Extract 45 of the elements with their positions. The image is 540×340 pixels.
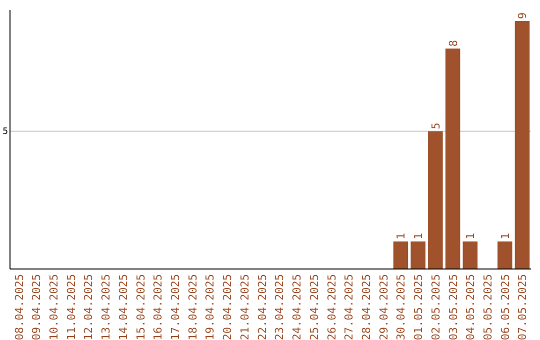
x-tick-label: 11.04.2025 bbox=[64, 274, 78, 340]
data-label: 5 bbox=[429, 122, 442, 130]
x-tick-label: 29.04.2025 bbox=[377, 274, 390, 340]
x-tick-label: 22.04.2025 bbox=[256, 274, 269, 340]
x-tick-label: 01.05.2025 bbox=[412, 274, 426, 340]
x-tick-label: 16.04.2025 bbox=[152, 274, 165, 340]
bar bbox=[445, 48, 460, 269]
x-tick-label: 28.04.2025 bbox=[360, 274, 373, 340]
x-tick-label: 06.05.2025 bbox=[498, 274, 512, 340]
x-tick-label: 12.04.2025 bbox=[82, 274, 96, 340]
x-tick-label: 02.05.2025 bbox=[429, 274, 442, 340]
data-label: 1 bbox=[464, 232, 478, 240]
data-label: 9 bbox=[516, 12, 530, 20]
data-label: 1 bbox=[394, 232, 408, 240]
x-tick-label: 25.04.2025 bbox=[308, 274, 321, 340]
x-tick-label: 20.04.2025 bbox=[221, 274, 234, 340]
x-tick-label: 14.04.2025 bbox=[116, 274, 130, 340]
x-tick-label: 10.04.2025 bbox=[47, 274, 60, 340]
x-tick-label: 07.05.2025 bbox=[516, 274, 530, 340]
x-tick-label: 26.04.2025 bbox=[325, 274, 338, 340]
data-label: 1 bbox=[412, 232, 426, 240]
bar bbox=[393, 241, 408, 269]
x-tick-label: 24.04.2025 bbox=[290, 274, 304, 340]
x-tick-label: 05.05.2025 bbox=[482, 274, 495, 340]
x-tick-label: 13.04.2025 bbox=[100, 274, 113, 340]
x-tick-label: 08.04.2025 bbox=[12, 274, 26, 340]
x-tick-label: 09.04.2025 bbox=[30, 274, 44, 340]
x-tick-label: 23.04.2025 bbox=[273, 274, 286, 340]
x-tick-label: 15.04.2025 bbox=[134, 274, 148, 340]
x-tick-label: 04.05.2025 bbox=[464, 274, 478, 340]
x-tick-label: 30.04.2025 bbox=[394, 274, 408, 340]
bar bbox=[428, 131, 443, 269]
x-tick-label: 27.04.2025 bbox=[342, 274, 356, 340]
bar bbox=[514, 21, 530, 269]
x-tick-label: 21.04.2025 bbox=[238, 274, 252, 340]
data-label: 8 bbox=[446, 40, 460, 47]
x-tick-label: 03.05.2025 bbox=[446, 274, 460, 340]
x-tick-label: 17.04.2025 bbox=[169, 274, 182, 340]
x-tick-label: 18.04.2025 bbox=[186, 274, 200, 340]
data-label: 1 bbox=[498, 232, 512, 240]
ref-line-label: 5 bbox=[2, 127, 8, 138]
bar bbox=[410, 241, 426, 269]
x-tick-label: 19.04.2025 bbox=[204, 274, 217, 340]
bar bbox=[497, 241, 512, 269]
bar bbox=[462, 241, 478, 269]
